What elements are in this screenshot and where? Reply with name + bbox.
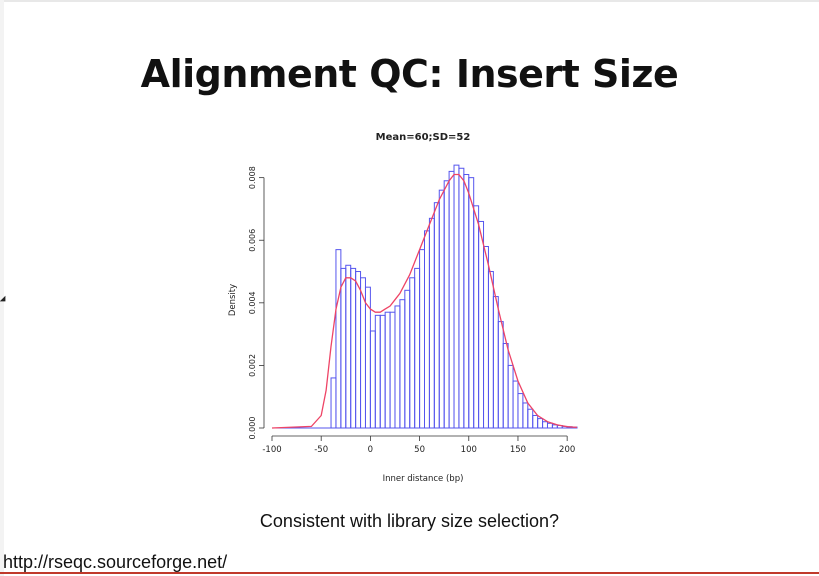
histogram-bar <box>517 393 524 429</box>
histogram-bar <box>424 230 430 429</box>
histogram-bar <box>419 249 425 429</box>
histogram-bar <box>487 271 494 429</box>
histogram-plot: Mean=60;SD=52 Inner distance (bp) Densit… <box>228 132 578 484</box>
histogram-bar <box>512 380 519 429</box>
histogram-bar <box>379 314 386 429</box>
histogram-bar <box>438 189 445 429</box>
insert-size-chart: Mean=60;SD=52 Inner distance (bp) Densit… <box>220 122 590 492</box>
histogram-bar <box>384 311 391 429</box>
histogram-bar <box>542 421 548 429</box>
density-curve <box>271 173 578 429</box>
chart-title: Mean=60;SD=52 <box>376 132 471 143</box>
histogram-bar <box>468 177 475 429</box>
y-tick-label: 0.004 <box>248 291 257 314</box>
histogram-bar <box>497 321 504 429</box>
histogram-bar <box>453 164 460 429</box>
histogram-bar <box>443 180 450 429</box>
histogram-bar <box>448 170 455 429</box>
histogram-bar <box>492 296 499 429</box>
y-tick-label: 0.000 <box>248 417 257 440</box>
histogram-bar <box>532 414 539 429</box>
histogram-bar <box>537 418 544 429</box>
histogram-bar <box>473 205 480 429</box>
histogram-bar <box>369 330 376 429</box>
histogram-bar <box>404 289 411 429</box>
histogram-bar <box>458 167 465 429</box>
histogram-bars <box>272 164 578 429</box>
histogram-bar <box>463 174 470 429</box>
histogram-bar <box>507 364 514 429</box>
histogram-bar <box>546 422 553 429</box>
slide-caption: Consistent with library size selection? <box>259 511 560 531</box>
x-tick-label: -50 <box>314 445 328 455</box>
axes: -100 -50 0 50 100 150 200 0.000 0.002 0.004 0.006 0… <box>248 166 575 455</box>
histogram-bar <box>374 314 381 429</box>
histogram-bar <box>355 271 362 429</box>
y-axis-label: Density <box>228 284 238 316</box>
histogram-bar <box>522 402 529 429</box>
y-tick-label: 0.002 <box>248 354 257 377</box>
density-curve-layer <box>271 173 578 429</box>
x-tick-label: 150 <box>510 445 526 455</box>
histogram-bar <box>345 264 352 429</box>
x-tick-label: 100 <box>461 445 477 455</box>
x-tick-label: 0 <box>368 445 373 455</box>
histogram-bar <box>409 277 416 429</box>
slide-left-edge <box>0 0 4 576</box>
y-tick-label: 0.006 <box>248 229 257 252</box>
histogram-bar <box>483 245 489 429</box>
histogram-bar <box>335 249 342 429</box>
slide-top-border <box>0 0 819 2</box>
x-tick-label: -100 <box>262 445 281 455</box>
histogram-bar <box>350 267 357 429</box>
y-tick-label: 0.008 <box>248 166 257 189</box>
x-tick-label: 50 <box>414 445 425 455</box>
x-axis-label: Inner distance (bp) <box>383 474 464 484</box>
slide-title: Alignment QC: Insert Size <box>140 52 679 96</box>
histogram-bar <box>502 343 509 429</box>
histogram-bar <box>394 305 401 429</box>
histogram-bar <box>478 220 485 429</box>
histogram-bar <box>389 311 396 429</box>
histogram-bar <box>414 267 421 429</box>
histogram-bar <box>330 377 337 429</box>
slide-bottom-rule <box>0 572 819 574</box>
histogram-bar <box>433 202 440 429</box>
histogram-bar <box>399 299 406 429</box>
histogram-bar <box>340 267 347 429</box>
histogram-bar <box>527 408 534 429</box>
source-link[interactable]: http://rseqc.sourceforge.net/ <box>3 552 228 572</box>
x-tick-label: 200 <box>559 445 575 455</box>
histogram-bar <box>428 217 435 429</box>
